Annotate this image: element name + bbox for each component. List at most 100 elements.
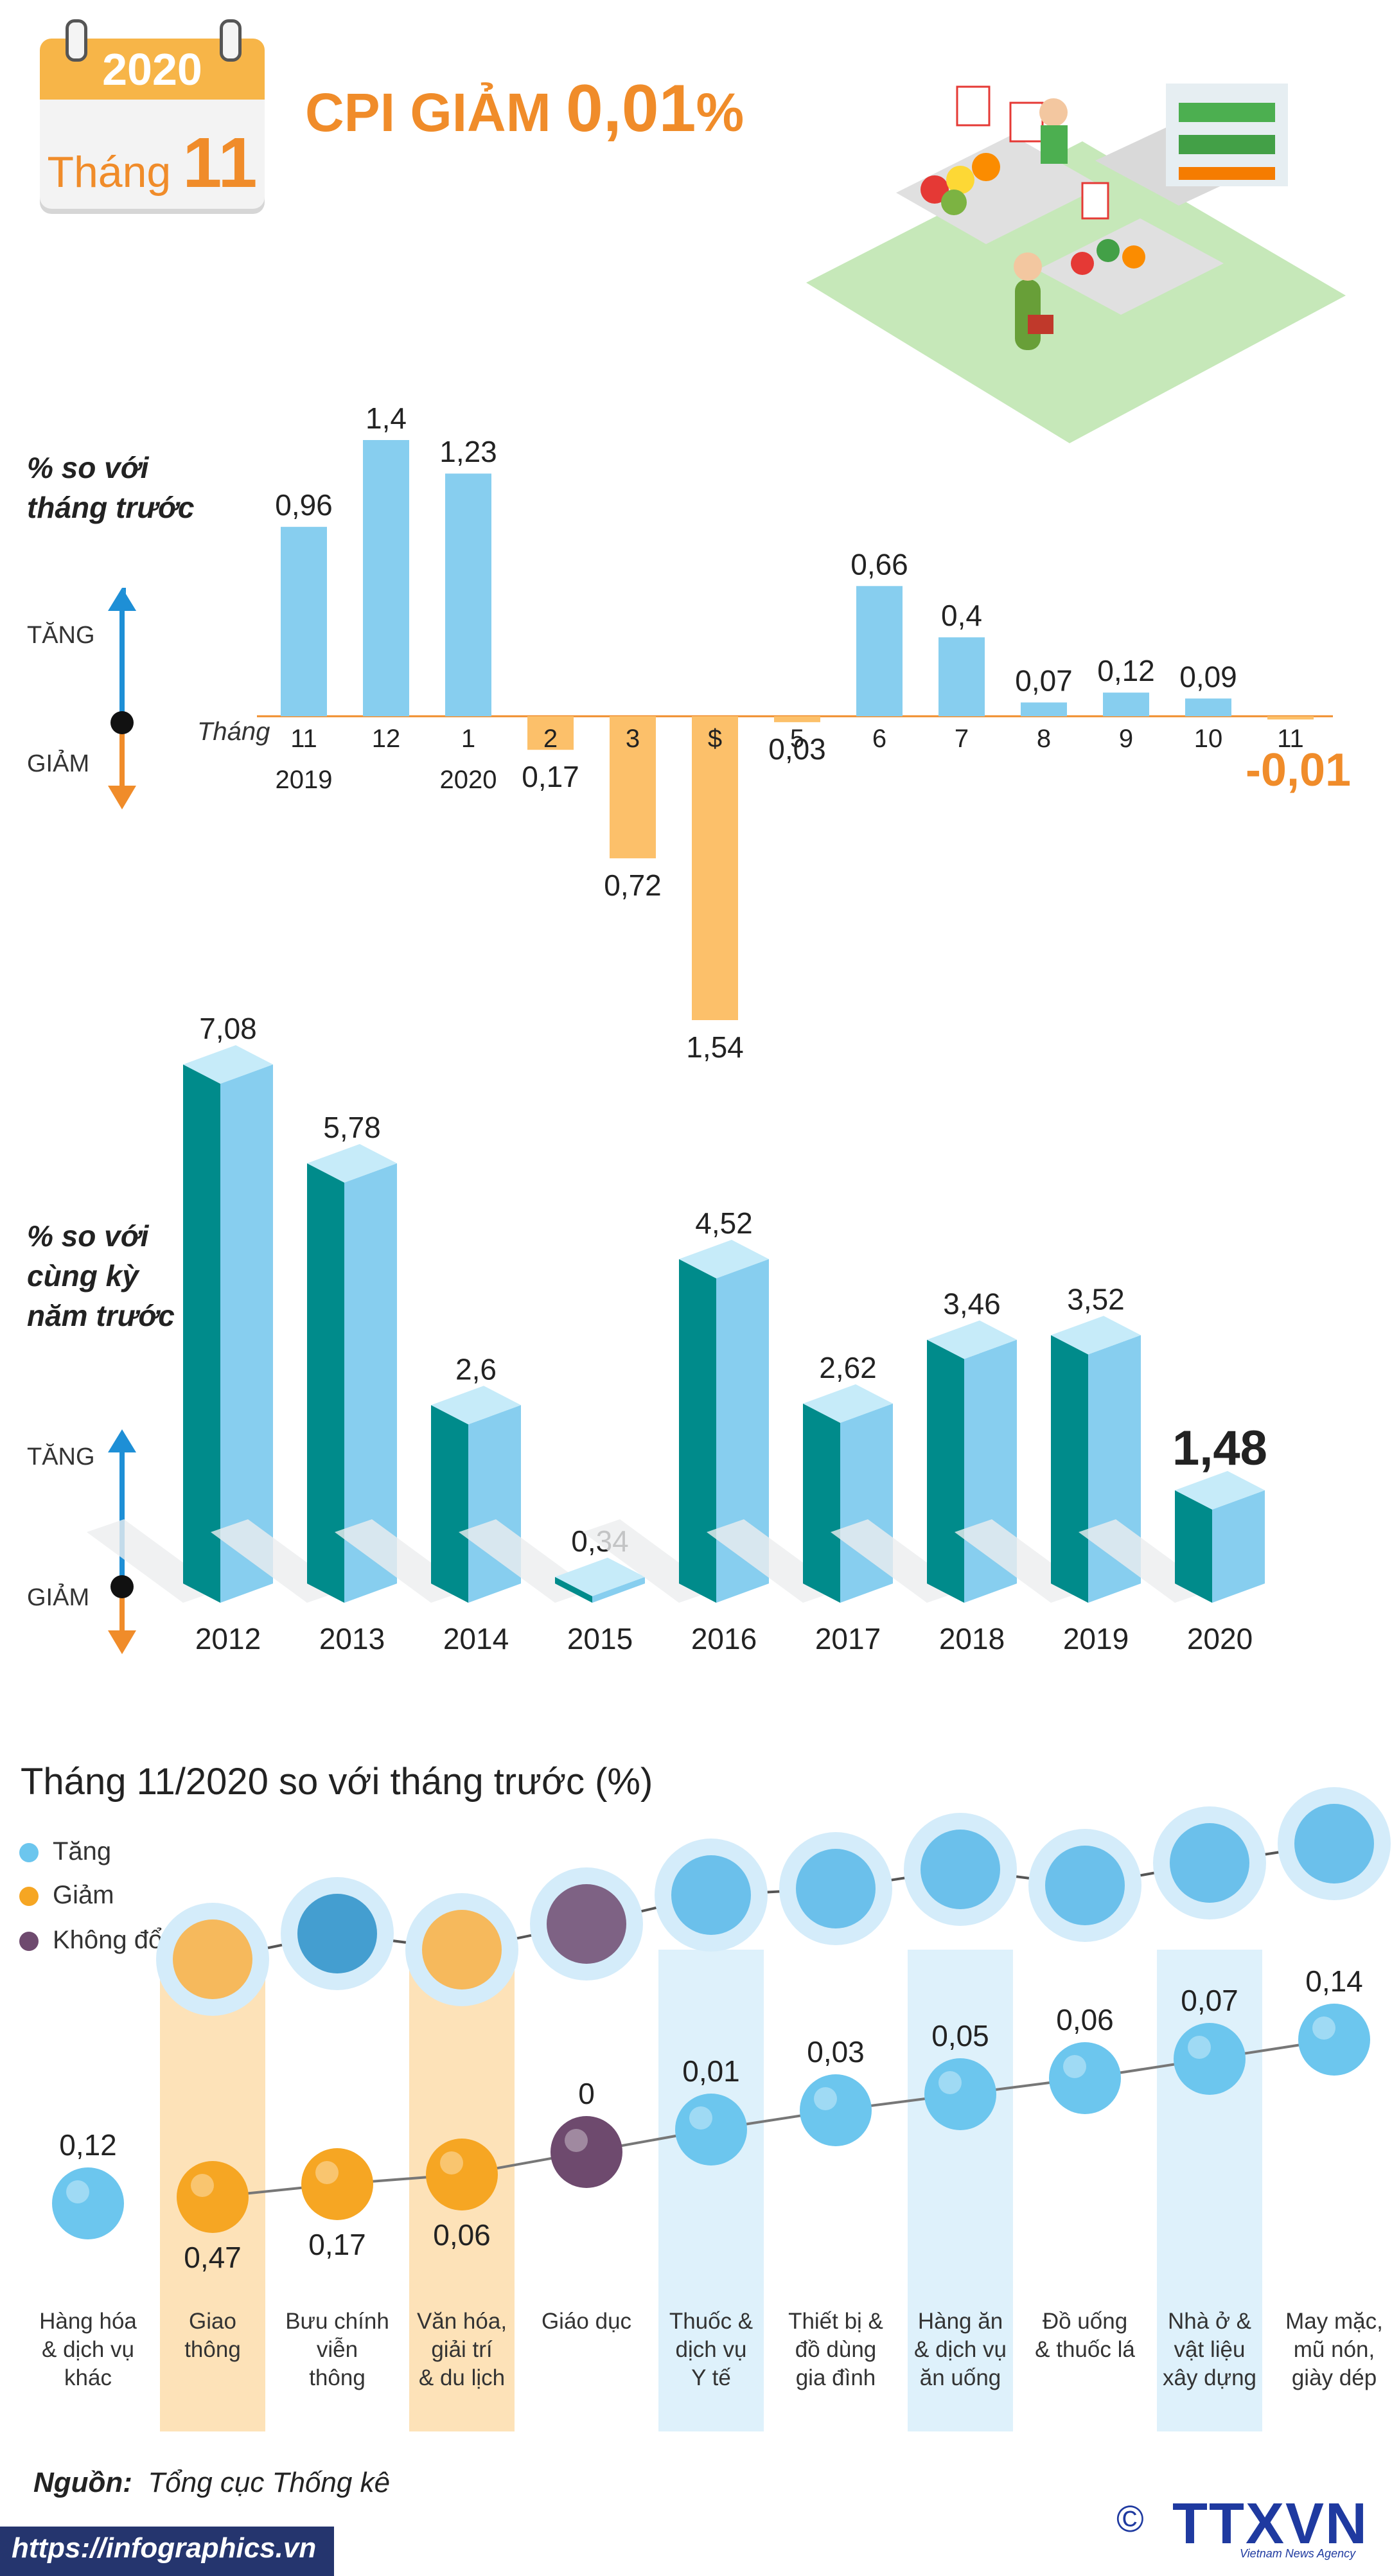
graduation-cap-icon-glyph: [547, 1884, 626, 1964]
chart3-column-highlight: [908, 1950, 1013, 2431]
chart1-tick-label: 6: [872, 725, 886, 753]
chart2-tick-label: 2020: [1187, 1622, 1253, 1655]
chart2-bar: [555, 1576, 592, 1603]
chart2-value-label: 1,48: [1172, 1421, 1267, 1476]
chart1-value-label: 1,4: [366, 401, 407, 435]
washing-machine-icon-glyph: [796, 1849, 876, 1928]
chart3-category-label: viễn: [317, 2337, 358, 2362]
chart1-value-label: 0,4: [941, 599, 982, 632]
chart1-bar: [938, 637, 985, 716]
traffic-light-icon-glyph: [173, 1919, 252, 1999]
chart2-bar: [183, 1064, 220, 1603]
chart1-bar: [445, 473, 491, 716]
chart3-category-label: ăn uống: [920, 2365, 1001, 2390]
chart3-column-highlight: [658, 1950, 764, 2431]
chart3-category-label: khác: [64, 2365, 112, 2390]
chart3-value-label: 0,06: [1056, 2003, 1114, 2036]
chart1-bar: [363, 440, 409, 716]
chart2-bar-top: [307, 1143, 397, 1183]
chart2-bar: [679, 1259, 716, 1603]
chart3-value-label: 0,47: [184, 2241, 242, 2274]
chart1-value-label: 0,72: [604, 869, 662, 902]
chart1-value-label: 1,54: [686, 1030, 744, 1064]
legend-item-increase: Tăng: [19, 1837, 111, 1866]
chart3-value-label: 0,05: [931, 2019, 989, 2052]
chart2-ylabel-line2: cùng kỳ: [27, 1259, 139, 1292]
chart3-category-label: Đồ uống: [1043, 2309, 1127, 2334]
chart3-point-highlight: [938, 2071, 962, 2094]
chart1-tick-label: 5: [790, 725, 804, 753]
chart2-bar: [927, 1339, 964, 1603]
chart1-tick-label: 12: [372, 725, 401, 753]
chart3-point-highlight: [814, 2087, 837, 2110]
chart2-tick-label: 2014: [443, 1622, 509, 1655]
chart1-bar: [856, 586, 903, 716]
chart2-value-label: 2,62: [819, 1351, 877, 1384]
source-text: Tổng cục Thống kê: [148, 2467, 391, 2498]
footer-url-link[interactable]: https://infographics.vn: [12, 2532, 317, 2564]
chart3-category-label: Bưu chính: [285, 2309, 389, 2334]
chart2-bar-top: [431, 1386, 521, 1425]
chart2-bar-top: [927, 1320, 1017, 1359]
chart2-bar: [431, 1405, 468, 1603]
antenna-icon-glyph: [297, 1894, 377, 1973]
chart3-category-label: & du lịch: [419, 2365, 505, 2390]
chart3-point-highlight: [1312, 2016, 1335, 2040]
chart3-point: [675, 2094, 747, 2166]
chart3-category-label: & thuốc lá: [1035, 2337, 1135, 2362]
chart3-point: [1174, 2023, 1246, 2095]
chart2-value-label: 2,6: [455, 1352, 497, 1386]
chart2-bar: [1175, 1490, 1212, 1603]
chart1-tick-label: $: [708, 725, 722, 753]
chart1-down-label: GIẢM: [27, 750, 90, 777]
chart1-ylabel: % so với tháng trước: [27, 448, 195, 527]
chart1-tick-label: 11: [1277, 725, 1304, 753]
clothes-icon-glyph: [1294, 1804, 1374, 1883]
chart2-tick-label: 2015: [567, 1622, 633, 1655]
chart2-bar-top: [679, 1240, 769, 1279]
source-line: Nguồn: Tổng cục Thống kê: [33, 2467, 390, 2499]
chart1-value-label: 0,03: [768, 732, 826, 766]
chart1-ylabel-line1: % so với: [27, 451, 149, 484]
chart1-tick-label: 8: [1037, 725, 1051, 753]
chart3-value-label: 0,01: [682, 2054, 740, 2088]
market-illustration: [806, 84, 1346, 443]
chart1-bar: [774, 716, 820, 723]
legend-label: Không đổi: [53, 1926, 169, 1954]
chart1-value-label: -0,01: [1246, 745, 1351, 796]
chart1-tick-label: 11: [290, 725, 317, 753]
chart2-bar-side: [716, 1259, 769, 1603]
chart3-value-label: 0,07: [1181, 1984, 1238, 2017]
chart3-category-label: & dịch vụ: [914, 2337, 1007, 2362]
chart1-bar: [1103, 693, 1149, 716]
clapperboard-icon-glyph: [422, 1910, 502, 1989]
chart1-value-label: 0,66: [850, 547, 908, 581]
chart1-value-label: 0,17: [522, 760, 579, 793]
chart1-tick-label: 2: [543, 725, 558, 753]
chart3-category-label: Thiết bị &: [788, 2309, 883, 2334]
calendar-ring-icon: [66, 19, 87, 62]
chart3-point-highlight: [689, 2106, 712, 2130]
chart2-bar: [307, 1163, 344, 1603]
chart2-value-label: 5,78: [323, 1111, 381, 1144]
headline-unit: %: [696, 82, 744, 143]
chart2-value-label: 3,52: [1067, 1282, 1125, 1316]
chart2-bar-side: [840, 1403, 893, 1603]
chart2-bar-side: [1212, 1490, 1265, 1603]
chart1-tick-sublabel: 2020: [440, 766, 497, 794]
chart3-icon-connector: [212, 1842, 1335, 1961]
chart1-value-label: 1,23: [439, 435, 497, 468]
section3-title: Tháng 11/2020 so với tháng trước (%): [21, 1761, 653, 1803]
chart2-value-label: 4,52: [695, 1206, 753, 1240]
page-title: CPI GIẢM 0,01%: [305, 71, 744, 147]
chart3-category-label: May mặc,: [1285, 2309, 1383, 2334]
chart3-value-label: 0,17: [308, 2228, 366, 2261]
legend-dot-icon: [19, 1887, 39, 1907]
calendar-month: Tháng 11: [40, 122, 265, 204]
chart3-point-highlight: [191, 2174, 214, 2197]
chart1-value-label: 0,09: [1179, 660, 1237, 693]
chart3-point-highlight: [66, 2180, 89, 2203]
pill-icon-glyph: [671, 1855, 751, 1935]
chart3-category-label: thông: [309, 2365, 366, 2390]
monthly-cpi-chart: Tháng 0,96 11 2019 1,4 12 1,23 1 2020 0,17 2 0,72 3 1…: [197, 401, 1351, 1064]
